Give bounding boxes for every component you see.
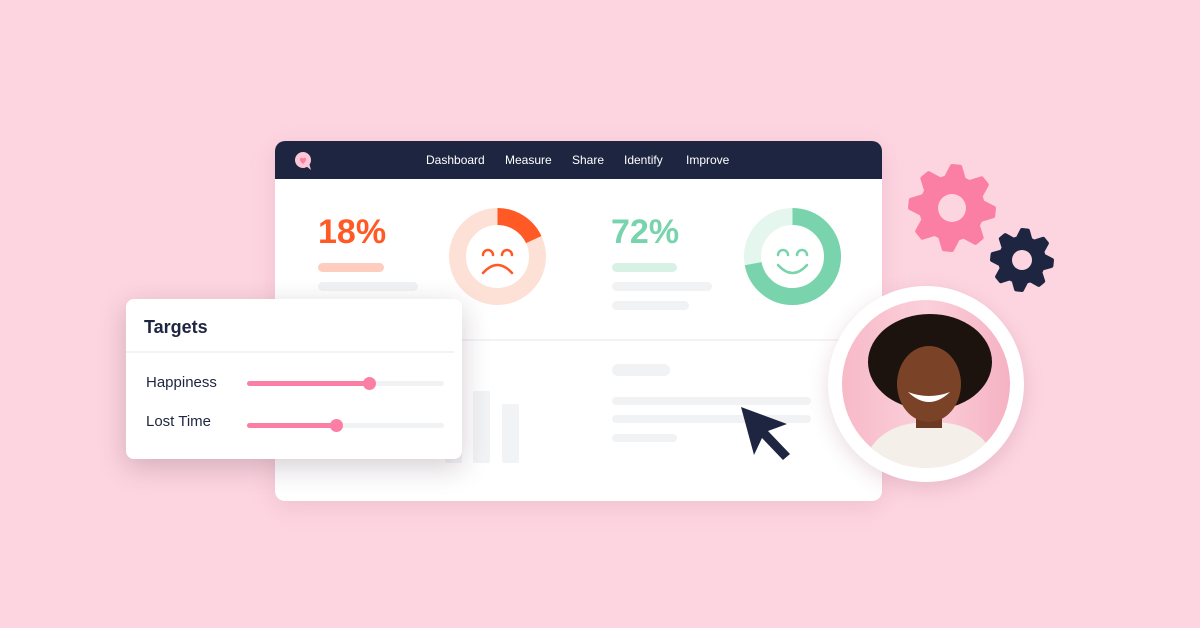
placeholder-bar [612,301,689,310]
placeholder-bar [612,415,811,423]
cursor-arrow-icon [741,407,790,460]
nav-identify[interactable]: Identify [624,153,663,167]
placeholder-bar [612,282,712,291]
targets-panel: Targets Happiness Lost Time [126,299,462,459]
donut-chart-happy [744,208,841,305]
happy-face-icon [776,248,809,275]
happiness-slider[interactable] [247,377,444,390]
navbar: Dashboard Measure Share Identify Improve [275,141,882,179]
donut-segment [449,208,546,305]
slider-label-lost-time: Lost Time [146,413,212,430]
divider [275,339,882,341]
nav-dashboard[interactable]: Dashboard [426,153,485,167]
slider-handle[interactable] [329,419,343,432]
placeholder-bar [318,282,418,291]
chart-bar-placeholder [473,391,490,463]
gear-icon [908,164,996,252]
chart-bar-placeholder [502,404,519,463]
avatar [828,286,1024,482]
slider-handle[interactable] [363,377,377,390]
slider-label-happiness: Happiness [146,374,217,391]
lost-time-slider[interactable] [247,419,444,432]
gear-icon [990,228,1054,292]
placeholder-bar [612,434,677,442]
donut-segment [744,208,841,305]
stat-unhappy-value: 18% [318,213,387,251]
person-photo [862,314,998,468]
placeholder-bar [612,397,811,405]
placeholder-bar [612,263,677,272]
placeholder-bar [612,364,670,376]
nav-share[interactable]: Share [572,153,605,167]
sad-face-icon [481,248,514,275]
nav-improve[interactable]: Improve [686,153,730,167]
nav-measure[interactable]: Measure [505,153,552,167]
donut-chart-unhappy [449,208,546,305]
placeholder-bar [318,263,384,272]
logo-icon[interactable] [294,151,314,171]
divider [126,351,454,353]
stat-happy-value: 72% [611,213,680,251]
targets-title: Targets [144,317,208,337]
